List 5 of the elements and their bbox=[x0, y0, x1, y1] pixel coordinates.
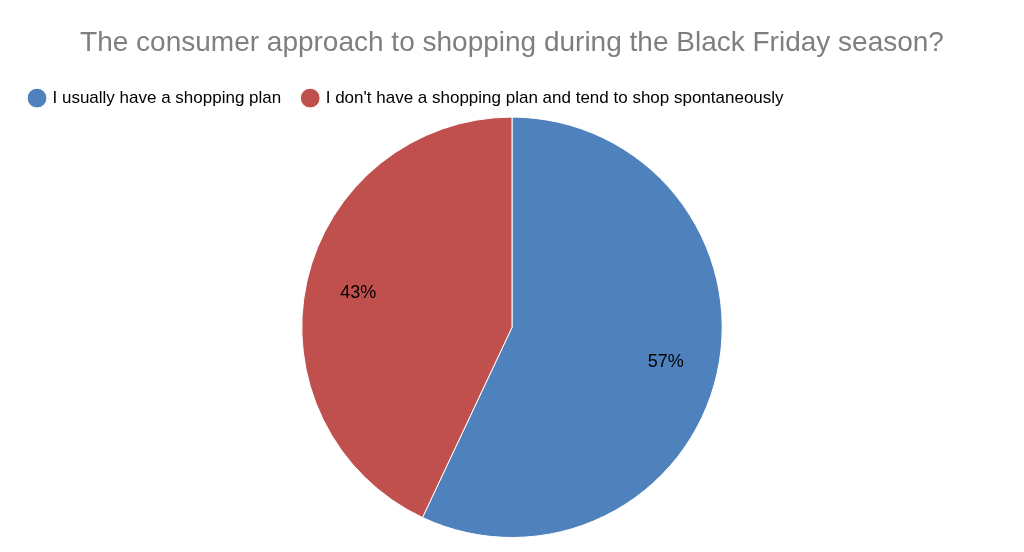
data-label: 43% bbox=[340, 281, 377, 302]
data-label: 57% bbox=[647, 350, 684, 371]
legend-label: I don't have a shopping plan and tend to shop spontaneously bbox=[325, 87, 785, 107]
legend-label: I usually have a shopping plan bbox=[52, 87, 282, 107]
chart-title: The consumer approach to shopping during the Black Friday season? bbox=[80, 25, 944, 57]
